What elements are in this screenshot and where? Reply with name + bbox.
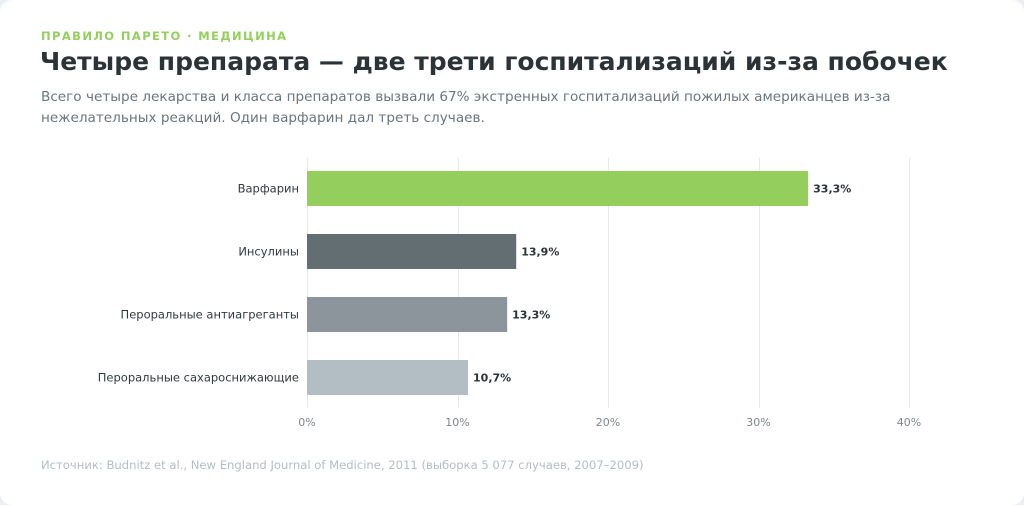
source-note: Источник: Budnitz et al., New England Jo… — [41, 458, 644, 472]
labels: 0% 10% 20% 30% 40% Варфарин 33,3% Инсулины 13,9%… — [98, 182, 921, 430]
x-tick-label: 0% — [298, 416, 315, 429]
category-label: Пероральные антиагреганты — [121, 308, 299, 322]
bars — [307, 171, 809, 395]
eyebrow-label: ПРАВИЛО ПАРЕТО · МЕДИЦИНА — [41, 29, 288, 43]
bar — [307, 360, 469, 395]
x-tick-label: 40% — [897, 416, 921, 429]
category-label: Варфарин — [238, 182, 299, 196]
value-label: 10,7% — [473, 372, 511, 385]
chart-title: Четыре препарата — две трети госпитализа… — [40, 47, 948, 76]
value-label: 33,3% — [813, 183, 851, 196]
category-label: Пероральные сахароснижающие — [98, 371, 299, 385]
x-tick-label: 10% — [445, 416, 469, 429]
bar — [307, 234, 517, 269]
x-tick-label: 20% — [596, 416, 620, 429]
bar — [307, 297, 508, 332]
bar — [307, 171, 809, 206]
value-label: 13,3% — [512, 309, 550, 322]
chart-subtitle: Всего четыре лекарства и класса препарат… — [41, 89, 891, 126]
value-label: 13,9% — [521, 246, 559, 259]
category-label: Инсулины — [238, 245, 299, 259]
x-tick-label: 30% — [746, 416, 770, 429]
